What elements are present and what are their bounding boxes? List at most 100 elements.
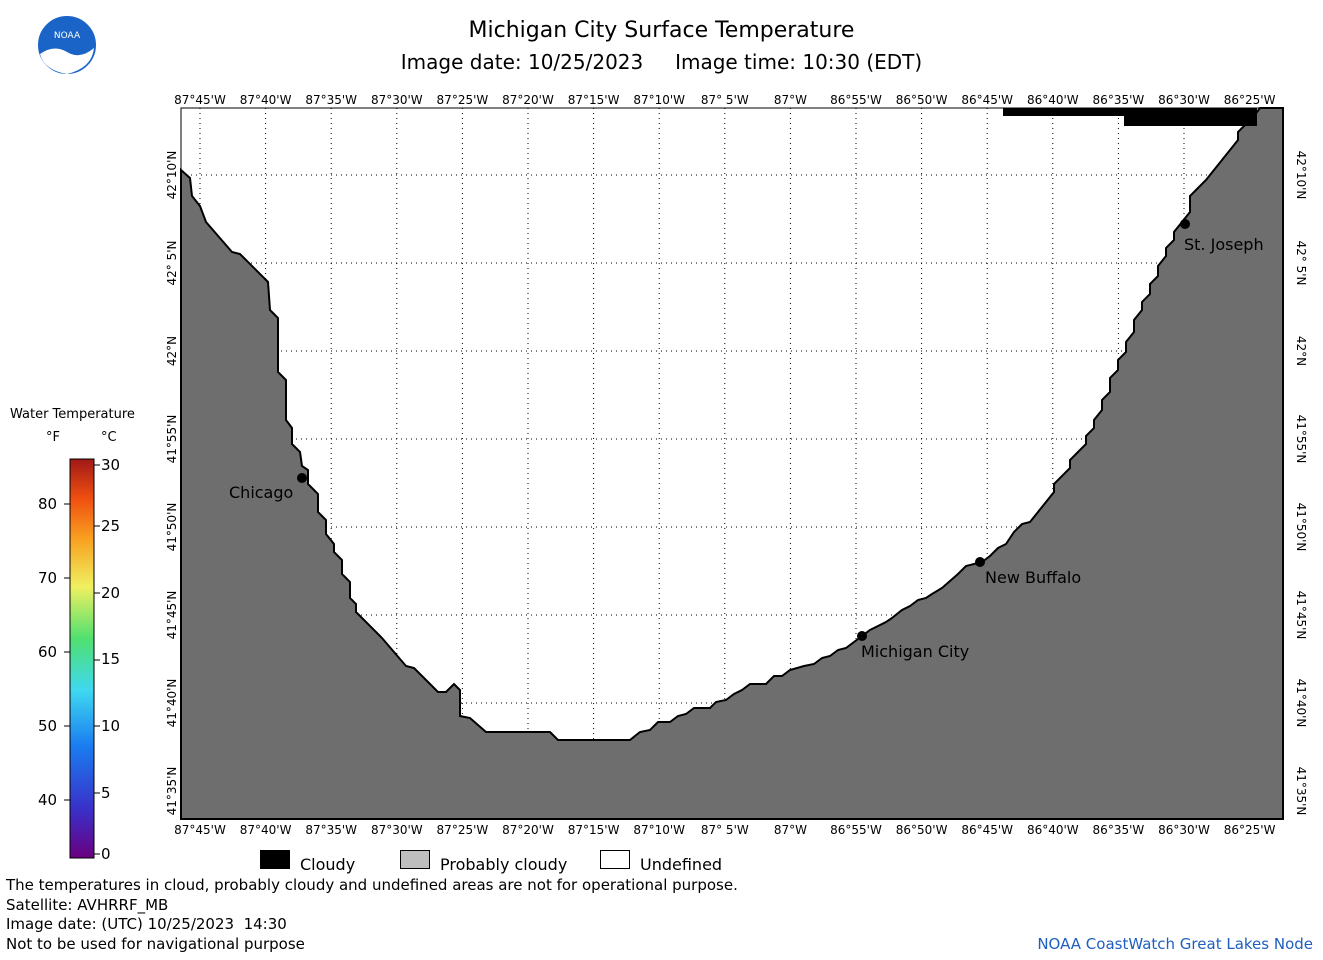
lat-label-right: 42°N <box>1294 336 1308 366</box>
lat-label-right: 41°50'N <box>1294 503 1308 552</box>
lon-label-top: 86°25'W <box>1224 93 1276 107</box>
footer-utc-date: Image date: (UTC) 10/25/2023 14:30 <box>6 915 287 933</box>
image-meta: Image date: 10/25/2023 Image time: 10:30… <box>0 50 1323 74</box>
legend-probably-cloudy-label: Probably cloudy <box>440 855 568 874</box>
lon-label-top: 87°25'W <box>437 93 489 107</box>
lon-label-top: 87°10'W <box>633 93 685 107</box>
noaa-logo: NOAA <box>36 14 98 76</box>
water-temperature-title: Water Temperature <box>10 407 135 422</box>
lon-label-bottom: 87°45'W <box>174 823 226 837</box>
lat-label-left: 41°50'N <box>165 503 179 552</box>
lat-label-left: 42°10'N <box>165 151 179 200</box>
scale-c-25: 25 <box>101 517 121 535</box>
lon-label-bottom: 86°35'W <box>1093 823 1145 837</box>
legend-undefined-label: Undefined <box>640 855 723 874</box>
lon-label-bottom: 87°35'W <box>305 823 357 837</box>
lon-label-bottom: 87°W <box>774 823 807 837</box>
lat-label-right: 42° 5'N <box>1294 241 1308 286</box>
footer-note: The temperatures in cloud, probably clou… <box>6 876 738 894</box>
scale-c-0: 0 <box>101 845 111 863</box>
lon-label-top: 87°40'W <box>240 93 292 107</box>
lon-label-top: 87°W <box>774 93 807 107</box>
lon-label-top: 87° 5'W <box>701 93 749 107</box>
longitude-labels-bottom: 87°45'W 87°40'W 87°35'W 87°30'W 87°25'W 87°20… <box>174 823 1275 837</box>
page-title: Michigan City Surface Temperature <box>468 18 855 43</box>
lon-label-top: 87°35'W <box>305 93 357 107</box>
latitude-labels-right: 42°10'N 42° 5'N 42°N 41°55'N 41°50'N 41°45'N 4… <box>1294 151 1308 816</box>
unit-celsius: °C <box>101 430 117 445</box>
lon-label-bottom: 86°25'W <box>1224 823 1276 837</box>
lat-label-left: 41°55'N <box>165 415 179 464</box>
lon-label-top: 87°20'W <box>502 93 554 107</box>
lon-label-bottom: 87°10'W <box>633 823 685 837</box>
city-label-st-joseph: St. Joseph <box>1184 235 1264 254</box>
lon-label-bottom: 87°20'W <box>502 823 554 837</box>
scale-f-70: 70 <box>38 569 58 587</box>
lon-label-top: 86°40'W <box>1027 93 1079 107</box>
image-time: 10:30 (EDT) <box>802 50 923 74</box>
unit-fahrenheit: °F <box>46 430 60 445</box>
image-date-label: Image date: <box>400 50 522 74</box>
footer-satellite: Satellite: AVHRRF_MB <box>6 896 169 914</box>
legend-undefined-swatch <box>600 850 630 869</box>
lon-label-bottom: 87° 5'W <box>701 823 749 837</box>
lon-label-bottom: 86°30'W <box>1158 823 1210 837</box>
lat-label-right: 42°10'N <box>1294 151 1308 200</box>
lon-label-bottom: 86°45'W <box>961 823 1013 837</box>
svg-text:NOAA: NOAA <box>54 31 81 41</box>
lon-label-bottom: 86°40'W <box>1027 823 1079 837</box>
lon-label-top: 87°30'W <box>371 93 423 107</box>
chicago-marker <box>297 473 307 483</box>
legend-cloudy-label: Cloudy <box>300 855 356 874</box>
city-label-chicago: Chicago <box>229 483 293 502</box>
lon-label-bottom: 87°40'W <box>240 823 292 837</box>
scale-ticks <box>64 464 100 855</box>
scale-f-50: 50 <box>38 717 58 735</box>
lon-label-top: 86°35'W <box>1093 93 1145 107</box>
scale-f-80: 80 <box>38 495 58 513</box>
lat-label-right: 41°55'N <box>1294 415 1308 464</box>
city-label-new-buffalo: New Buffalo <box>985 568 1081 587</box>
lat-label-left: 42° 5'N <box>165 241 179 286</box>
west-shore-land <box>180 107 1284 820</box>
lon-label-top: 86°50'W <box>896 93 948 107</box>
michigan-city-marker <box>857 631 867 641</box>
scale-f-40: 40 <box>38 791 58 809</box>
scale-c-30: 30 <box>101 456 121 474</box>
scale-c-15: 15 <box>101 650 121 668</box>
temperature-color-bar <box>69 458 95 859</box>
latitude-labels-left: 42°10'N 42° 5'N 42°N 41°55'N 41°50'N 41°45'N 4… <box>165 151 179 816</box>
lon-label-bottom: 86°50'W <box>896 823 948 837</box>
lat-label-right: 41°35'N <box>1294 767 1308 816</box>
cloudy-area-2 <box>1124 108 1257 126</box>
lon-label-bottom: 87°25'W <box>437 823 489 837</box>
footer-credit: NOAA CoastWatch Great Lakes Node <box>1037 935 1313 953</box>
lon-label-top: 86°30'W <box>1158 93 1210 107</box>
lon-label-bottom: 87°30'W <box>371 823 423 837</box>
scale-c-5: 5 <box>101 784 111 802</box>
scale-c-10: 10 <box>101 717 121 735</box>
new-buffalo-marker <box>975 557 985 567</box>
lat-label-right: 41°45'N <box>1294 591 1308 640</box>
scale-f-60: 60 <box>38 643 58 661</box>
lon-label-top: 87°45'W <box>174 93 226 107</box>
lat-label-left: 42°N <box>165 336 179 366</box>
st-joseph-marker <box>1180 219 1190 229</box>
image-time-label: Image time: <box>675 50 796 74</box>
footer-nav-warning: Not to be used for navigational purpose <box>6 935 305 953</box>
lon-label-bottom: 86°55'W <box>830 823 882 837</box>
lat-label-left: 41°35'N <box>165 767 179 816</box>
lat-label-left: 41°40'N <box>165 679 179 728</box>
lon-label-top: 86°55'W <box>830 93 882 107</box>
lon-label-top: 87°15'W <box>568 93 620 107</box>
lon-label-bottom: 87°15'W <box>568 823 620 837</box>
lon-label-top: 86°45'W <box>961 93 1013 107</box>
lat-label-left: 41°45'N <box>165 591 179 640</box>
longitude-labels-top: 87°45'W 87°40'W 87°35'W 87°30'W 87°25'W 87°20… <box>174 93 1275 107</box>
scale-c-20: 20 <box>101 584 121 602</box>
map-frame <box>180 107 1284 820</box>
lat-label-right: 41°40'N <box>1294 679 1308 728</box>
image-date: 10/25/2023 <box>527 50 644 74</box>
city-label-michigan-city: Michigan City <box>861 642 969 661</box>
